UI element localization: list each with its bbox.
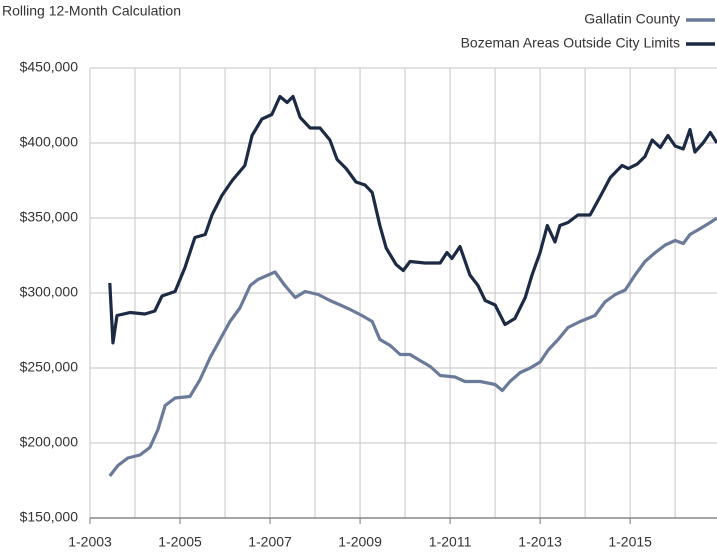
x-tick-label: 1-2003	[68, 534, 112, 550]
series-line	[108, 94, 717, 345]
y-tick-label: $400,000	[20, 134, 79, 150]
y-tick-label: $300,000	[20, 284, 79, 300]
y-tick-label: $150,000	[20, 509, 79, 525]
chart-title: Rolling 12-Month Calculation	[2, 3, 181, 19]
x-tick-label: 1-2011	[429, 534, 472, 550]
x-tick-label: 1-2013	[518, 534, 562, 550]
y-tick-label: $450,000	[20, 59, 79, 75]
legend-label: Gallatin County	[584, 11, 680, 27]
legend-label: Bozeman Areas Outside City Limits	[461, 35, 680, 51]
x-tick-label: 1-2009	[338, 534, 382, 550]
y-tick-label: $350,000	[20, 209, 79, 225]
x-tick-label: 1-2007	[248, 534, 292, 550]
series-line	[108, 216, 717, 477]
y-tick-label: $250,000	[20, 359, 79, 375]
x-tick-label: 1-2005	[158, 534, 202, 550]
y-tick-label: $200,000	[20, 434, 79, 450]
x-tick-label: 1-2015	[608, 534, 652, 550]
